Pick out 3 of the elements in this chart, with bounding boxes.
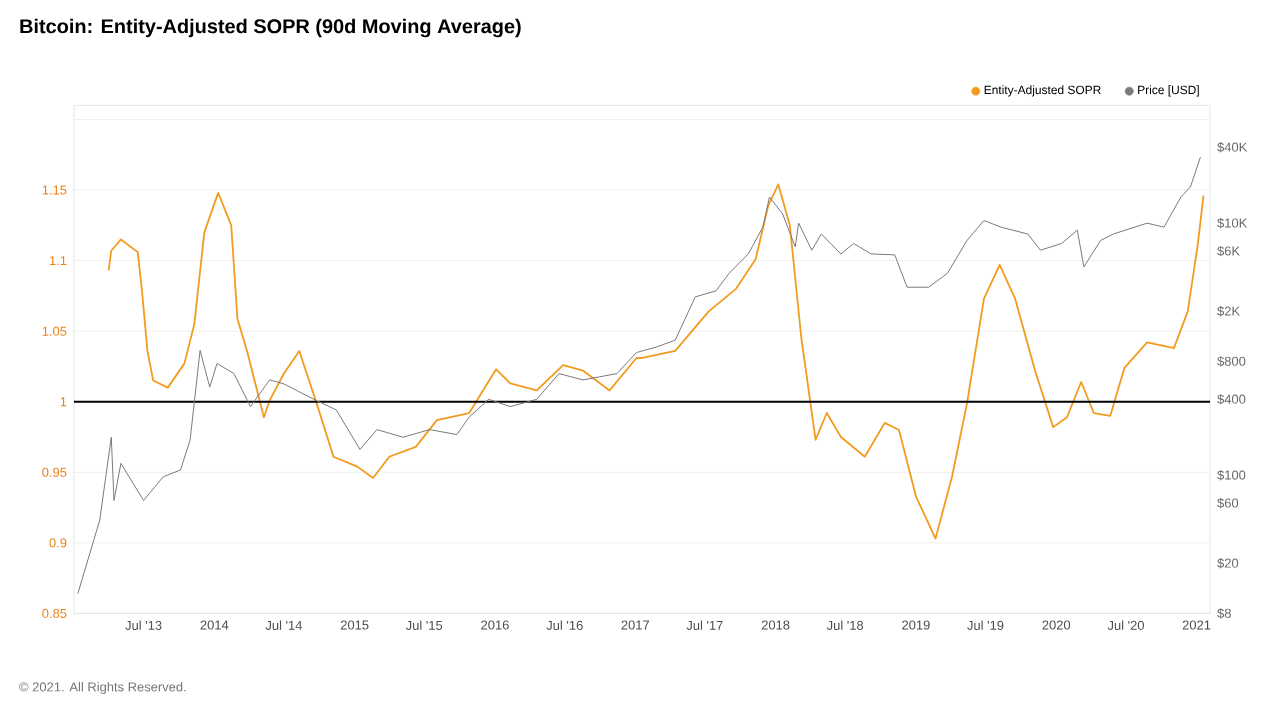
- line-series: [107, 183, 1205, 540]
- line-series: [77, 156, 1201, 595]
- chart-title: Bitcoin: Entity-Adjusted SOPR (90d Moving Average): [20, 18, 521, 38]
